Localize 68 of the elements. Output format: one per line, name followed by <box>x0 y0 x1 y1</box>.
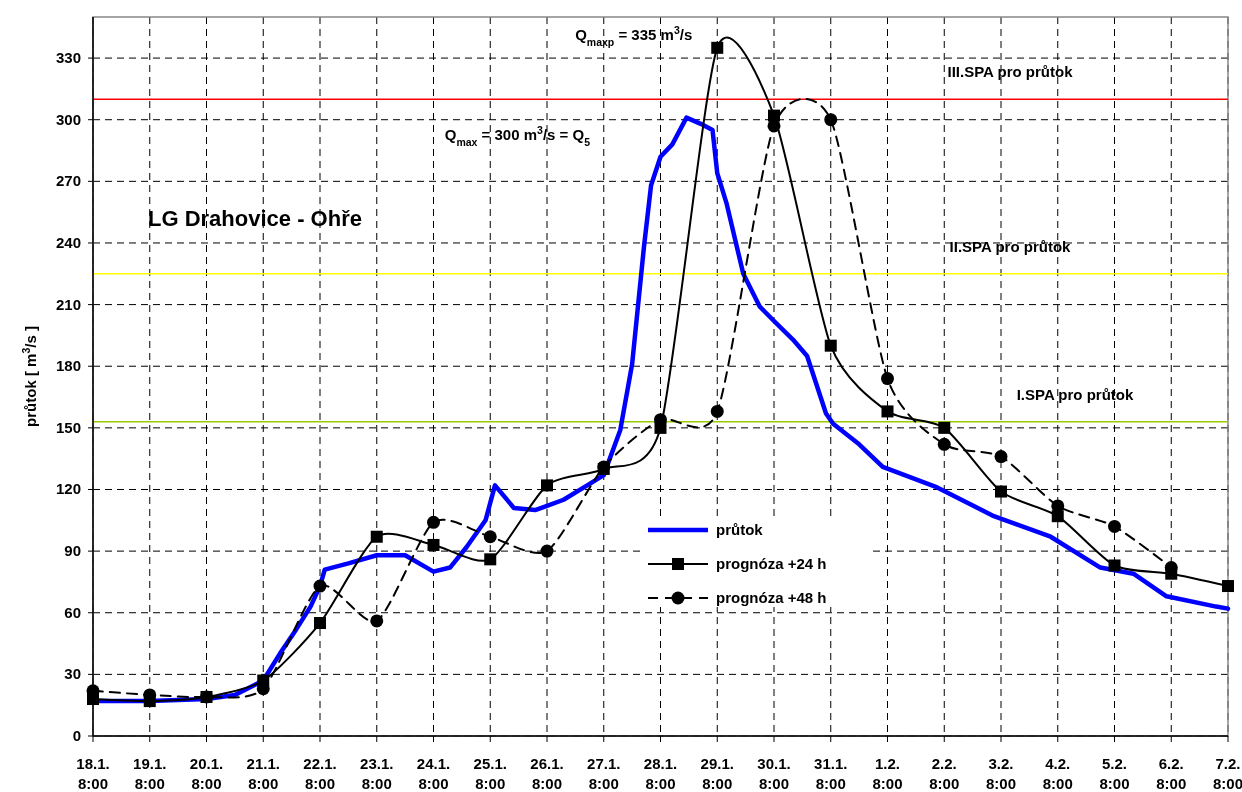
point <box>824 339 837 352</box>
x-tick-label: 25.1. 8:00 <box>473 755 507 792</box>
point <box>881 372 894 386</box>
y-tick-label: 150 <box>55 418 81 436</box>
x-tick-label: 22.1. 8:00 <box>303 755 337 792</box>
x-tick-label: 7.2. 8:00 <box>1212 755 1242 792</box>
point <box>710 404 724 418</box>
x-tick-label: 19.1. 8:00 <box>133 755 167 792</box>
point <box>937 437 951 451</box>
x-tick-label: 21.1. 8:00 <box>246 755 280 792</box>
x-tick-label: 3.2. 8:00 <box>985 755 1017 792</box>
annotation: Q$_{maxp}$ = 335 m$^{3}$/s <box>575 23 693 48</box>
y-tick-label: 270 <box>55 172 81 190</box>
point <box>1108 559 1121 572</box>
ref-line-label: I.SPA pro průtok <box>1016 385 1134 403</box>
point <box>370 530 383 543</box>
x-tick-label: 4.2. 8:00 <box>1042 755 1073 792</box>
y-tick-label: 330 <box>55 49 81 67</box>
y-tick-label: 210 <box>55 295 81 313</box>
x-tick-label: 23.1. 8:00 <box>360 755 394 792</box>
y-tick-label: 180 <box>55 357 81 375</box>
legend-label: prognóza +48 h <box>716 589 827 606</box>
point <box>540 544 554 558</box>
x-tick-label: 20.1. 8:00 <box>189 755 224 792</box>
point <box>483 530 497 544</box>
y-tick-label: 30 <box>64 665 81 683</box>
point <box>1051 510 1064 523</box>
point <box>484 553 497 566</box>
annotation: Q$_{max}$ = 300 m$^{3}$/s = Q$_{5}$ <box>444 124 591 148</box>
point <box>313 579 327 593</box>
point <box>370 614 384 628</box>
y-tick-label: 60 <box>64 603 81 621</box>
x-tick-label: 27.1. 8:00 <box>587 755 621 792</box>
x-tick-label: 24.1. 8:00 <box>416 755 451 792</box>
y-tick-label: 300 <box>55 110 81 128</box>
point <box>1108 519 1121 533</box>
point <box>881 405 894 418</box>
ref-line-label: III.SPA pro průtok <box>947 63 1074 81</box>
text: LG Drahovice - Ohře <box>148 206 362 231</box>
legend-label: prognóza +24 h <box>716 555 827 572</box>
x-tick-label: 5.2. 8:00 <box>1099 755 1130 792</box>
point <box>711 41 724 54</box>
x-tick-label: 28.1. 8:00 <box>643 755 678 792</box>
point <box>824 113 838 127</box>
point <box>427 538 440 551</box>
point <box>767 119 781 133</box>
x-tick-label: 6.2. 8:00 <box>1156 755 1187 792</box>
x-tick-label: 18.1. 8:00 <box>76 755 110 792</box>
legend-label: průtok <box>716 521 764 538</box>
point <box>541 479 553 492</box>
x-tick-label: 1.2. 8:00 <box>872 755 903 792</box>
x-tick-label: 29.1. 8:00 <box>700 755 734 792</box>
y-tick-label: 0 <box>72 727 81 744</box>
point <box>938 421 951 434</box>
point <box>994 450 1008 464</box>
x-tick-label: 30.1. 8:00 <box>757 755 791 792</box>
y-tick-label: 120 <box>55 480 81 498</box>
point <box>995 485 1007 498</box>
y-tick-label: 90 <box>64 542 81 560</box>
point <box>427 515 440 529</box>
x-tick-label: 26.1. 8:00 <box>530 755 564 792</box>
x-tick-label: 2.2. 8:00 <box>929 755 960 792</box>
point <box>1051 499 1065 513</box>
point <box>1222 580 1234 593</box>
point <box>314 617 326 630</box>
ref-line-label: II.SPA pro průtok <box>949 237 1072 255</box>
y-tick-label: 240 <box>55 233 81 251</box>
x-tick-label: 31.1. 8:00 <box>814 755 848 792</box>
